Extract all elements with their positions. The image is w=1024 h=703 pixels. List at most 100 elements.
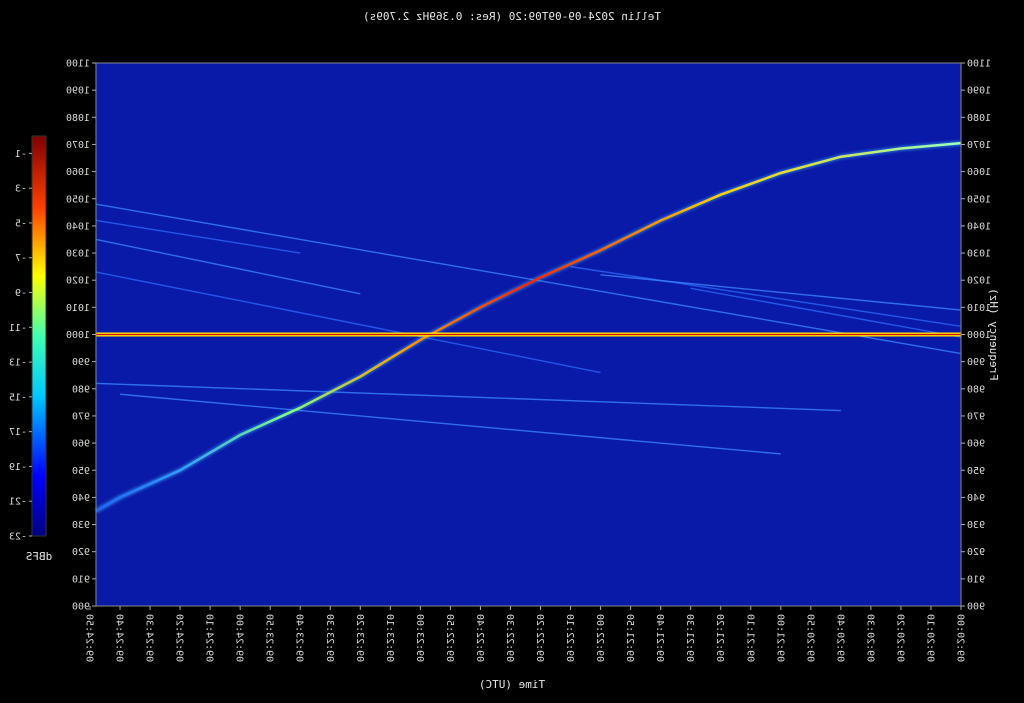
colorbar-tick-label: -13	[9, 358, 27, 369]
y-tick-label: 1030	[967, 249, 991, 260]
colorbar-tick-label: -21	[9, 497, 27, 508]
faint-streak	[570, 265, 962, 328]
y-tick-label: 1000	[967, 330, 991, 341]
faint-streak	[95, 219, 301, 254]
x-axis: 09:20:00 09:20:10 09:20:20 09:20:30 09:20:40…	[83, 606, 966, 662]
y-tick-label: 970	[967, 411, 985, 422]
y-tick-label: 940	[72, 493, 90, 504]
x-tick-label: 09:21:00	[774, 614, 785, 662]
x-tick-label: 09:21:20	[714, 614, 725, 662]
y-tick-label: 1020	[66, 276, 90, 287]
x-tick-label: 09:20:20	[894, 614, 905, 662]
y-tick-label: 930	[72, 520, 90, 531]
colorbar-gradient	[31, 135, 47, 537]
x-tick-label: 09:24:50	[83, 614, 94, 662]
y-tick-label: 990	[72, 357, 90, 368]
y-tick-label: 980	[72, 384, 90, 395]
y-tick-label: 1050	[967, 194, 991, 205]
x-tick-label: 09:21:50	[624, 614, 635, 662]
y-tick-label: 900	[72, 602, 90, 613]
faint-streak	[95, 271, 601, 374]
colorbar-tick-label: -9	[15, 288, 27, 299]
x-tick-label: 09:24:30	[144, 614, 155, 662]
x-tick-label: 09:24:10	[204, 614, 215, 662]
x-tick-label: 09:24:40	[114, 614, 125, 662]
x-tick-label: 09:20:00	[955, 614, 966, 662]
x-tick-label: 09:24:20	[174, 614, 185, 662]
y-tick-label: 1080	[66, 113, 90, 124]
y-tick-label: 900	[967, 602, 985, 613]
y-tick-label: 970	[72, 411, 90, 422]
y-tick-label: 1100	[66, 59, 90, 70]
x-tick-label: 09:23:50	[264, 614, 275, 662]
colorbar-tick-label: -5	[15, 218, 27, 229]
colorbar-label: dBFS	[26, 550, 53, 563]
colorbar-tick-label: -19	[9, 462, 27, 473]
x-axis-label: Time (UTC)	[479, 678, 545, 691]
colorbar-tick-label: -15	[9, 392, 27, 403]
x-tick-label: 09:24:00	[234, 614, 245, 662]
faint-signal-layer	[95, 203, 962, 455]
y-tick-label: 1070	[66, 140, 90, 151]
x-tick-label: 09:20:30	[864, 614, 875, 662]
x-tick-label: 09:23:40	[294, 614, 305, 662]
y-tick-label: 950	[72, 466, 90, 477]
y-tick-label: 990	[967, 357, 985, 368]
faint-streak	[119, 393, 781, 455]
colorbar: -1 -3 -5 -7 -9 -11 -13 -15 -17 -19 -21 -23 dBFS	[9, 135, 53, 563]
y-tick-label: 940	[967, 493, 985, 504]
y-tick-label: 1010	[967, 303, 991, 314]
x-tick-label: 09:21:10	[744, 614, 755, 662]
doppler-trace	[95, 141, 962, 513]
y-tick-label: 1060	[967, 167, 991, 178]
y-axis-right: 900 910 920 930 940 950 960 970 980 990 1000 1010 10…	[66, 59, 96, 613]
y-tick-label: 1050	[66, 194, 90, 205]
x-tick-label: 09:20:40	[834, 614, 845, 662]
x-tick-label: 09:21:40	[654, 614, 665, 662]
colorbar-tick-label: -1	[15, 149, 27, 160]
faint-streak	[95, 203, 962, 355]
y-tick-label: 1060	[66, 167, 90, 178]
y-tick-label: 1000	[66, 330, 90, 341]
y-tick-label: 1010	[66, 303, 90, 314]
x-tick-label: 09:20:10	[924, 614, 935, 662]
y-tick-label: 1090	[66, 86, 90, 97]
x-tick-label: 09:22:50	[444, 614, 455, 662]
colorbar-tick-label: -11	[9, 323, 27, 334]
y-tick-label: 1030	[66, 249, 90, 260]
x-tick-label: 09:20:50	[804, 614, 815, 662]
y-tick-label: 910	[72, 574, 90, 585]
trace-layer	[94, 140, 962, 514]
y-tick-label: 920	[72, 547, 90, 558]
y-tick-label: 930	[967, 520, 985, 531]
x-tick-label: 09:22:30	[504, 614, 515, 662]
y-axis-label: Frequency (Hz)	[987, 288, 1000, 381]
colorbar-tick-label: -7	[15, 253, 27, 264]
y-tick-label: 960	[72, 439, 90, 450]
colorbar-tick-label: -23	[9, 532, 27, 543]
x-tick-label: 09:22:40	[474, 614, 485, 662]
x-tick-label: 09:22:20	[534, 614, 545, 662]
y-tick-label: 910	[967, 574, 985, 585]
faint-streak	[95, 382, 841, 412]
faint-streak	[95, 238, 361, 295]
y-axis-left: 900 910 920 930 940 950 960 970 980 990 1000 1010 10…	[961, 59, 991, 613]
y-tick-label: 1080	[967, 113, 991, 124]
faint-streak	[690, 287, 962, 338]
y-tick-label: 1070	[967, 140, 991, 151]
chart-title: Tellin 2024-09-09T09:20 (Res: 0.369Hz 2.…	[363, 10, 661, 23]
y-tick-label: 1090	[967, 86, 991, 97]
y-tick-label: 980	[967, 384, 985, 395]
y-tick-label: 1040	[66, 221, 90, 232]
x-tick-label: 09:22:00	[594, 614, 605, 662]
y-tick-label: 920	[967, 547, 985, 558]
y-tick-label: 960	[967, 439, 985, 450]
y-tick-label: 1020	[967, 276, 991, 287]
x-tick-label: 09:23:10	[384, 614, 395, 662]
y-tick-label: 950	[967, 466, 985, 477]
x-tick-label: 09:23:00	[414, 614, 425, 662]
colorbar-tick-label: -17	[9, 427, 27, 438]
y-tick-label: 1100	[967, 59, 991, 70]
